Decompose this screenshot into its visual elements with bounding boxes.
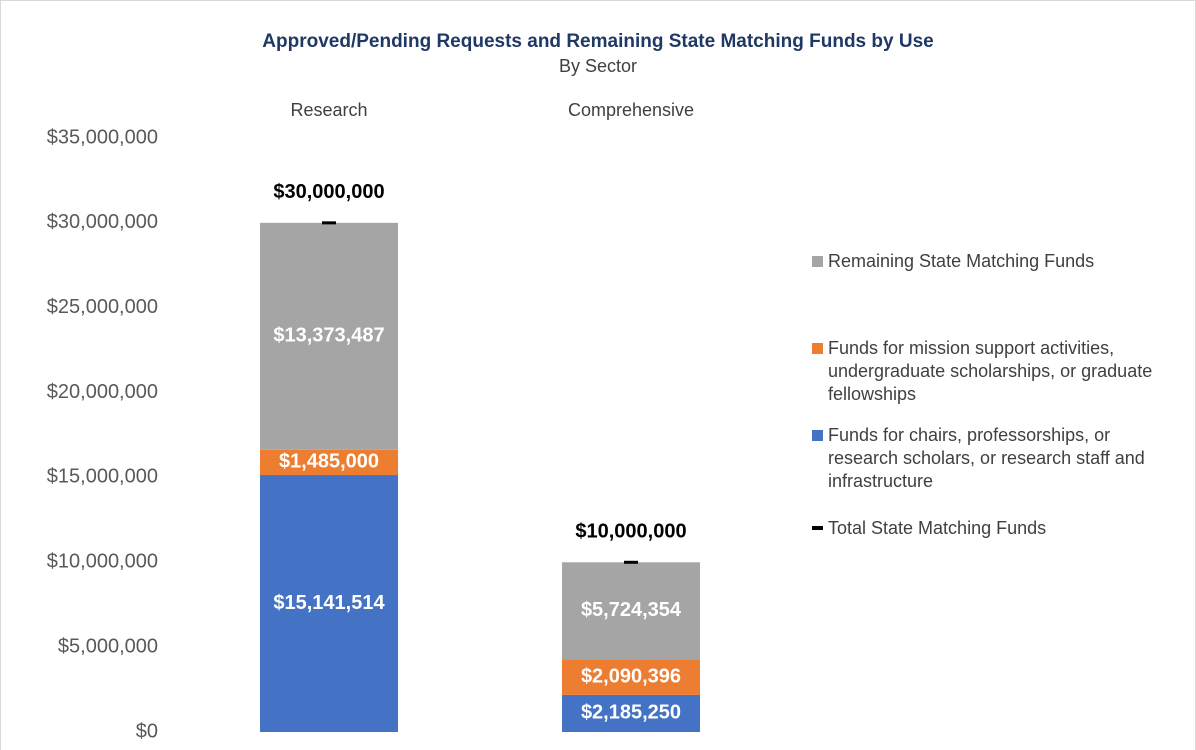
bar-segment bbox=[260, 475, 398, 732]
y-tick-label: $20,000,000 bbox=[47, 381, 158, 403]
total-label: $30,000,000 bbox=[273, 181, 384, 203]
y-tick-label: $30,000,000 bbox=[47, 211, 158, 233]
value-label: $2,185,250 bbox=[581, 702, 681, 724]
y-tick-label: $10,000,000 bbox=[47, 551, 158, 573]
chart-title: Approved/Pending Requests and Remaining … bbox=[262, 31, 933, 52]
legend-label: Total State Matching Funds bbox=[828, 518, 1047, 538]
y-tick-label: $0 bbox=[136, 720, 158, 742]
legend-item: Total State Matching Funds bbox=[812, 517, 1178, 540]
legend-item: Funds for chairs, professorships, or res… bbox=[812, 424, 1178, 493]
value-label: $13,373,487 bbox=[273, 325, 384, 347]
bar-segment bbox=[260, 222, 398, 450]
value-label: $2,090,396 bbox=[581, 665, 681, 687]
legend-swatch bbox=[812, 430, 823, 441]
y-tick-label: $25,000,000 bbox=[47, 296, 158, 318]
category-label: Comprehensive bbox=[568, 100, 694, 120]
y-tick-label: $35,000,000 bbox=[47, 126, 158, 148]
bar-segment bbox=[260, 449, 398, 476]
bar-segment bbox=[562, 694, 700, 732]
y-tick-label: $15,000,000 bbox=[47, 466, 158, 488]
legend-item: Remaining State Matching Funds bbox=[812, 250, 1178, 273]
value-label: $15,141,514 bbox=[273, 592, 385, 614]
legend-swatch bbox=[812, 526, 823, 530]
bar-segment bbox=[562, 659, 700, 695]
value-label: $1,485,000 bbox=[279, 451, 379, 473]
legend-item: Funds for mission support activities, un… bbox=[812, 337, 1178, 406]
legend-label: Remaining State Matching Funds bbox=[828, 251, 1095, 271]
chart-subtitle: By Sector bbox=[559, 56, 637, 76]
legend-label: Funds for mission support activities, un… bbox=[828, 338, 1153, 404]
legend-swatch bbox=[812, 256, 823, 267]
legend-label: Funds for chairs, professorships, or res… bbox=[828, 425, 1145, 491]
bar-segment bbox=[562, 562, 700, 660]
legend-swatch bbox=[812, 343, 823, 354]
category-label: Research bbox=[290, 100, 367, 120]
total-label: $10,000,000 bbox=[575, 521, 686, 543]
value-label: $5,724,354 bbox=[581, 599, 682, 621]
y-tick-label: $5,000,000 bbox=[58, 635, 158, 657]
